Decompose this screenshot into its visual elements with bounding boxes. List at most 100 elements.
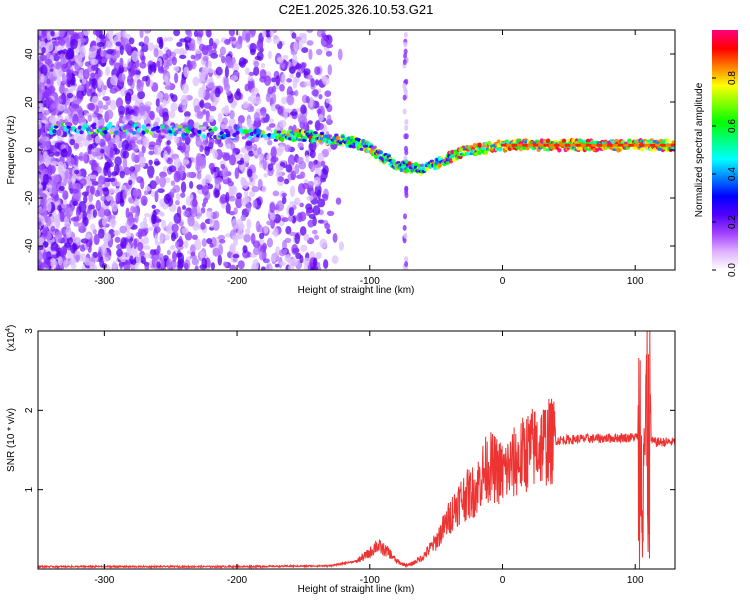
heatmap-cell — [284, 254, 291, 263]
heatmap-cell — [303, 81, 312, 87]
heatmap-cell — [38, 228, 41, 238]
heatmap-cell — [134, 211, 139, 224]
heatmap-cell — [64, 242, 72, 248]
heatmap-cell — [155, 98, 160, 108]
heatmap-cell — [299, 254, 304, 264]
heatmap-cell — [231, 100, 238, 107]
heatmap-cell — [128, 179, 133, 186]
heatmap-cell — [165, 59, 171, 68]
heatmap-cell — [66, 105, 74, 117]
heatmap-cell — [196, 35, 203, 45]
heatmap-cell — [175, 193, 181, 201]
heatmap-cell — [38, 221, 42, 227]
heatmap-cell — [307, 180, 315, 188]
heatmap-cell — [295, 71, 301, 78]
heatmap-cell — [42, 168, 49, 175]
heatmap-cell — [141, 76, 149, 82]
heatmap-cell — [324, 90, 332, 97]
heatmap-cell — [136, 81, 144, 93]
heatmap-cell — [362, 144, 368, 148]
heatmap-cell — [228, 185, 237, 191]
heatmap-cell — [92, 122, 97, 127]
heatmap-cell — [170, 245, 176, 251]
heatmap-cell — [227, 61, 234, 69]
top-y-axis: -40 -20 0 20 40 — [24, 48, 675, 253]
heatmap-cell — [232, 147, 240, 153]
heatmap-cell — [208, 162, 215, 171]
heatmap-cell — [130, 136, 138, 142]
heatmap-cell — [106, 48, 114, 55]
heatmap-cell — [148, 141, 157, 148]
heatmap-cell — [297, 142, 304, 149]
heatmap-cell — [155, 105, 164, 114]
heatmap-cell — [307, 219, 315, 228]
heatmap-cell — [319, 131, 325, 135]
heatmap-cell — [148, 159, 153, 166]
heatmap-cell — [38, 173, 41, 180]
heatmap-cell — [180, 192, 186, 198]
heatmap-cell — [233, 237, 239, 247]
heatmap-cell — [91, 151, 99, 157]
heatmap-cell — [42, 251, 48, 261]
heatmap-cell — [157, 188, 165, 194]
heatmap-cell — [101, 217, 107, 227]
heatmap-cell — [309, 149, 316, 159]
heatmap-cell — [175, 241, 180, 248]
heatmap-cell — [207, 60, 212, 69]
heatmap-cell — [38, 83, 43, 92]
heatmap-cell — [97, 100, 104, 109]
x-tick-label: -100 — [360, 276, 380, 287]
heatmap-cell — [403, 232, 408, 239]
bottom-y-multiplier: (x104) — [5, 325, 17, 352]
heatmap-cell — [156, 261, 161, 269]
heatmap-cell — [267, 163, 274, 171]
heatmap-cell — [66, 48, 73, 59]
heatmap-cell — [147, 42, 155, 52]
heatmap-cell — [128, 61, 135, 70]
heatmap-cell — [279, 162, 286, 167]
heatmap-cell — [275, 246, 281, 257]
heatmap-cell — [88, 144, 93, 151]
heatmap-cell — [158, 253, 164, 259]
heatmap-cell — [281, 192, 287, 198]
heatmap-cell — [99, 50, 105, 57]
heatmap-cell — [296, 212, 303, 223]
heatmap-cell — [294, 89, 299, 97]
heatmap-cell — [190, 54, 196, 60]
heatmap-cell — [230, 74, 239, 81]
heatmap-cell — [294, 163, 300, 175]
heatmap-cell — [289, 185, 296, 198]
heatmap-cell — [209, 217, 215, 228]
top-x-axis-label: Height of straight line (km) — [298, 285, 415, 296]
heatmap-cell — [217, 234, 226, 241]
heatmap-cell — [159, 175, 167, 188]
bottom-x-axis: -300 -200 -100 0 100 — [94, 331, 644, 586]
heatmap-cell — [205, 30, 212, 38]
heatmap-cell — [114, 134, 120, 145]
heatmap-cell — [264, 137, 269, 141]
heatmap-cell — [269, 30, 274, 38]
heatmap-cell — [320, 35, 329, 47]
heatmap-cell — [671, 146, 675, 150]
heatmap-cell — [170, 102, 178, 112]
heatmap-cell — [143, 245, 151, 251]
heatmap-cell — [277, 57, 284, 64]
heatmap-cell — [235, 196, 243, 209]
heatmap-cell — [64, 169, 69, 181]
heatmap-cell — [71, 188, 79, 194]
heatmap-cell — [403, 48, 408, 55]
heatmap-cell — [144, 264, 150, 270]
x-tick-label: -200 — [227, 575, 247, 586]
heatmap-cell — [305, 203, 313, 211]
heatmap-cell — [472, 143, 478, 149]
heatmap-cell — [38, 154, 44, 163]
heatmap-cell — [87, 102, 96, 111]
heatmap-cell — [281, 73, 286, 85]
heatmap-cell — [94, 135, 101, 144]
heatmap-cell — [126, 74, 134, 87]
heatmap-cell — [261, 185, 267, 193]
heatmap-cell — [212, 149, 218, 160]
heatmap-cell — [498, 148, 503, 152]
heatmap-cell — [231, 218, 238, 230]
heatmap-cell — [197, 30, 204, 38]
